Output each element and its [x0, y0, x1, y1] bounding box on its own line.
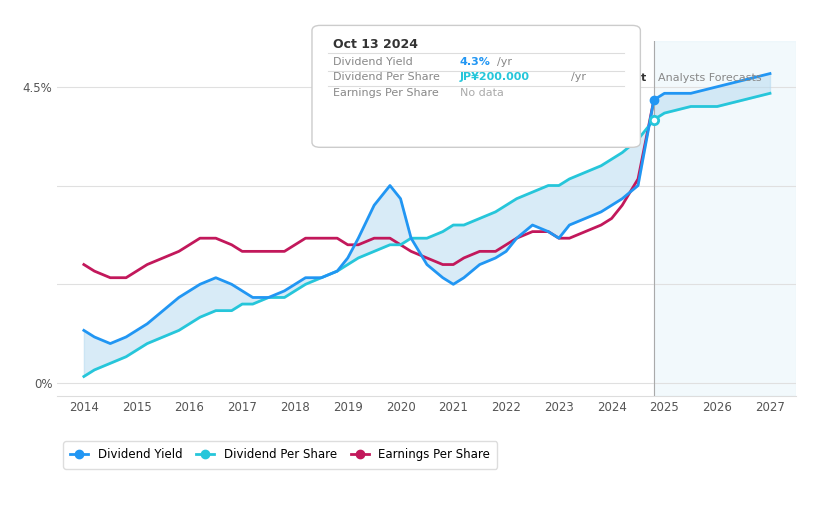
Text: /yr: /yr: [497, 57, 511, 67]
Bar: [654, 41, 796, 396]
Text: Oct 13 2024: Oct 13 2024: [333, 38, 418, 51]
Text: Analysts Forecasts: Analysts Forecasts: [658, 74, 762, 83]
Text: Earnings Per Share: Earnings Per Share: [333, 87, 438, 98]
Text: 4.3%: 4.3%: [460, 57, 491, 67]
Text: Dividend Yield: Dividend Yield: [333, 57, 412, 67]
Text: No data: No data: [460, 87, 503, 98]
Text: Past: Past: [619, 74, 646, 83]
Text: JP¥200.000: JP¥200.000: [460, 72, 530, 82]
Text: /yr: /yr: [571, 72, 585, 82]
Text: Dividend Per Share: Dividend Per Share: [333, 72, 439, 82]
Legend: Dividend Yield, Dividend Per Share, Earnings Per Share: Dividend Yield, Dividend Per Share, Earn…: [63, 441, 497, 468]
